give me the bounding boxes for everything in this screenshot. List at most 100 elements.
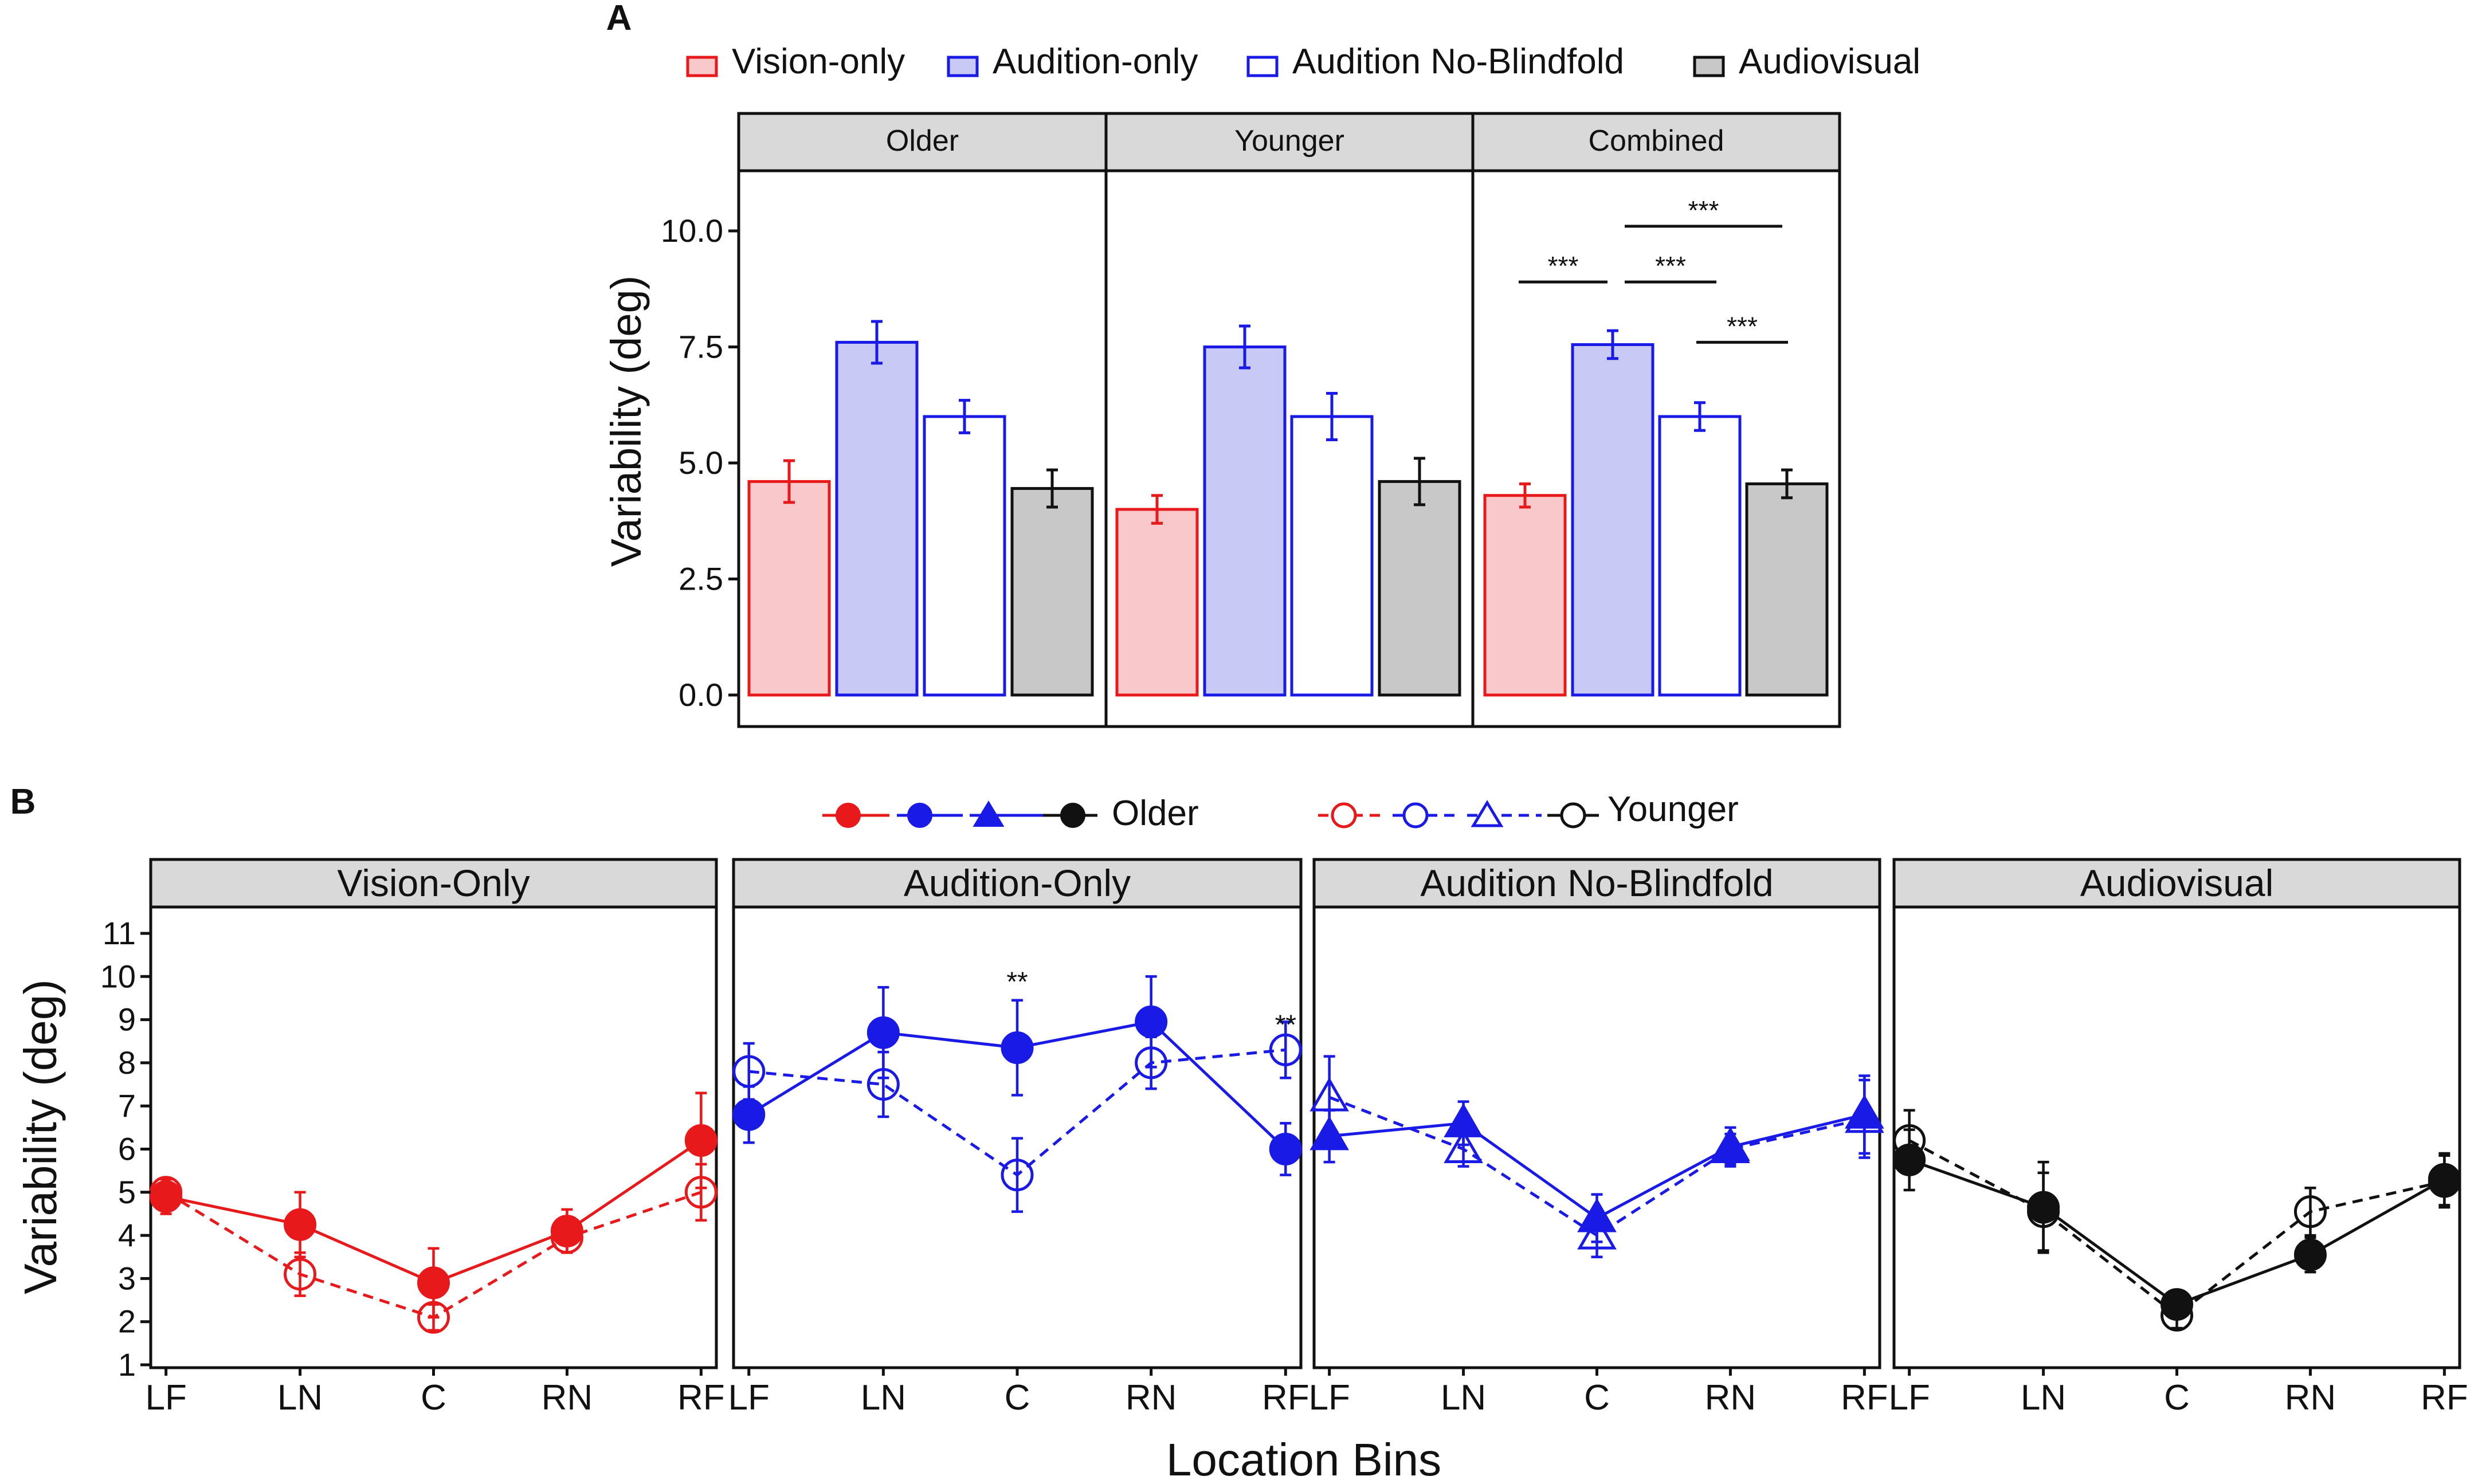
y-tick-label-a-4: 10.0	[661, 213, 723, 249]
x-axis-label-b: Location Bins	[1166, 1434, 1441, 1484]
legend-b-younger-circle-icon-1	[1402, 802, 1429, 829]
legend-b-younger-circle-icon-0	[1331, 802, 1357, 829]
facet-b-strip-vision-only	[149, 858, 718, 909]
point-audiovisual-older-rn	[2293, 1238, 2327, 1271]
legend-b-younger-circle-icon-3	[1560, 802, 1586, 829]
y-tick-label-a-0: 0.0	[679, 677, 723, 713]
bar-younger-audition-no-blindfold	[1290, 415, 1374, 697]
y-tick-label-b-2: 3	[118, 1260, 136, 1296]
bar-combined-audition-only	[1571, 343, 1654, 697]
x-tick-label-audition-only-ln: LN	[861, 1378, 906, 1418]
x-tick-label-vision-only-lf: LF	[145, 1378, 186, 1418]
legend-swatch-audition-no-blindfold	[1246, 56, 1279, 77]
facet-b-title-audiovisual: Audiovisual	[2080, 862, 2274, 904]
legend-label-audition-no-blindfold: Audition No-Blindfold	[1292, 42, 1624, 81]
facet-strip-combined	[1471, 112, 1841, 172]
y-tick-label-b-10: 11	[103, 915, 136, 951]
x-tick-label-audition-no-blindfold-ln: LN	[1441, 1378, 1486, 1418]
y-axis-label-a: Variability (deg)	[602, 276, 650, 567]
legend-b-older-circle-icon-1	[907, 803, 932, 828]
y-tick-label-b-8: 9	[118, 1002, 136, 1038]
x-tick-label-audition-only-rf: RF	[1262, 1378, 1309, 1418]
y-tick-label-b-3: 4	[118, 1217, 136, 1253]
point-vision-only-younger-ln	[284, 1258, 317, 1291]
legend-swatch-audiovisual	[1693, 56, 1725, 77]
point-audition-no-blindfold-older-c	[1577, 1198, 1617, 1232]
facet-b-strip-audiovisual	[1892, 858, 2461, 909]
legend-b-older-circle-icon-3	[1060, 803, 1085, 828]
y-tick-label-b-5: 6	[118, 1131, 136, 1167]
x-tick-label-audiovisual-ln: LN	[2021, 1378, 2066, 1418]
point-audition-only-younger-c	[1001, 1159, 1034, 1192]
x-tick-label-audiovisual-rf: RF	[2421, 1378, 2468, 1418]
bar-older-audition-only	[835, 340, 919, 697]
significance-label-1: ***	[1655, 251, 1686, 281]
y-tick-label-b-4: 5	[118, 1174, 136, 1210]
point-audition-no-blindfold-older-lf	[1309, 1116, 1349, 1151]
point-audition-no-blindfold-older-rn	[1711, 1126, 1750, 1161]
facet-b-panel-audition-no-blindfold	[1312, 905, 1881, 1369]
legend-b-older-label: Older	[1112, 794, 1199, 833]
bar-older-vision-only	[747, 480, 831, 697]
facet-title-older: Older	[886, 124, 959, 158]
point-audition-no-blindfold-younger-ln	[1444, 1129, 1483, 1163]
bar-combined-audition-no-blindfold	[1658, 415, 1742, 697]
facet-strip-older	[737, 112, 1108, 172]
x-tick-label-audition-only-rn: RN	[1126, 1378, 1177, 1418]
point-audiovisual-younger-rn	[2293, 1195, 2327, 1228]
legend-b-older-circle-icon-0	[836, 803, 861, 828]
facet-b-title-audition-no-blindfold: Audition No-Blindfold	[1420, 862, 1773, 904]
point-audition-only-older-ln	[867, 1016, 900, 1049]
y-tick-label-a-2: 5.0	[679, 445, 723, 481]
point-audition-only-older-c	[1001, 1031, 1034, 1065]
point-audition-no-blindfold-younger-c	[1577, 1215, 1617, 1250]
x-tick-label-audiovisual-c: C	[2164, 1378, 2190, 1418]
y-tick-label-b-6: 7	[118, 1088, 136, 1124]
x-tick-label-audition-no-blindfold-rf: RF	[1841, 1378, 1888, 1418]
y-tick-label-b-1: 2	[118, 1304, 136, 1340]
point-audition-no-blindfold-older-rf	[1845, 1094, 1884, 1129]
y-tick-label-b-0: 1	[118, 1346, 136, 1383]
point-audition-only-older-rf	[1269, 1133, 1302, 1165]
x-tick-label-audiovisual-rn: RN	[2285, 1378, 2336, 1418]
point-vision-only-older-c	[417, 1266, 450, 1300]
point-audition-only-younger-rf	[1269, 1033, 1302, 1066]
legend-swatch-vision-only	[686, 56, 718, 77]
y-tick-label-b-9: 10	[100, 958, 136, 994]
legend-b-younger-triangle-icon	[1471, 800, 1504, 827]
x-tick-label-audition-no-blindfold-c: C	[1584, 1378, 1610, 1418]
x-tick-label-vision-only-rf: RF	[677, 1378, 725, 1418]
x-tick-label-audition-only-lf: LF	[728, 1378, 770, 1418]
panel-b-label: B	[10, 782, 36, 822]
point-audiovisual-older-ln	[2027, 1191, 2060, 1224]
point-vision-only-older-ln	[284, 1208, 317, 1241]
x-tick-label-audition-only-c: C	[1005, 1378, 1030, 1418]
facet-b-title-vision-only: Vision-Only	[337, 862, 530, 904]
point-audiovisual-older-c	[2161, 1288, 2193, 1321]
x-tick-label-vision-only-rn: RN	[542, 1378, 593, 1418]
bar-younger-audition-only	[1203, 346, 1287, 697]
legend-label-audiovisual: Audiovisual	[1739, 42, 1920, 81]
legend-swatch-audition-only	[947, 56, 979, 77]
bar-combined-audiovisual	[1745, 482, 1829, 697]
y-axis-label-b: Variability (deg)	[15, 979, 66, 1294]
point-audition-only-older-rn	[1135, 1005, 1168, 1038]
series-line-audition-no-blindfold-younger	[1328, 1096, 1865, 1238]
bar-younger-vision-only	[1115, 508, 1199, 697]
point-vision-only-older-lf	[150, 1180, 183, 1213]
point-audition-only-older-lf	[732, 1098, 766, 1131]
significance-b-audition-only-0: **	[1006, 967, 1028, 997]
legend-label-audition-only: Audition-only	[993, 42, 1198, 81]
significance-b-audition-only-1: **	[1275, 1010, 1296, 1041]
bar-younger-audiovisual	[1378, 480, 1461, 697]
x-tick-label-vision-only-ln: LN	[277, 1378, 323, 1418]
significance-label-0: ***	[1548, 251, 1579, 281]
series-line-audiovisual-younger	[1908, 1139, 2445, 1317]
y-tick-label-a-1: 2.5	[679, 561, 723, 597]
facet-panel-combined	[1471, 169, 1841, 728]
point-vision-only-older-rn	[550, 1215, 583, 1248]
legend-b-older-triangle-icon	[973, 800, 1005, 827]
point-audiovisual-older-rf	[2428, 1163, 2461, 1196]
y-tick-label-b-7: 8	[118, 1045, 136, 1081]
